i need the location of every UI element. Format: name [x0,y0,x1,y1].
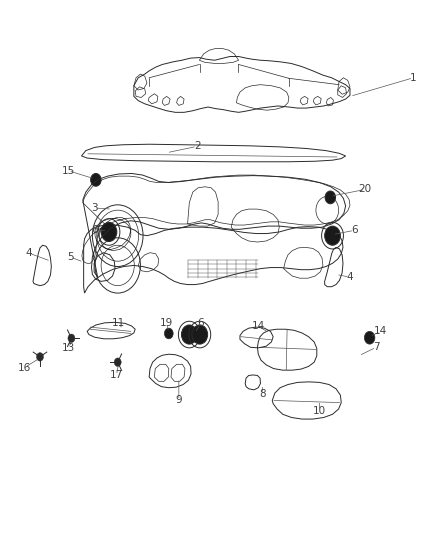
Text: 15: 15 [62,166,75,176]
Circle shape [181,325,197,344]
Circle shape [192,325,208,344]
Circle shape [36,353,43,361]
Circle shape [325,191,336,204]
Text: 5: 5 [67,252,74,262]
Circle shape [364,332,375,344]
Text: 6: 6 [91,225,98,236]
Text: 19: 19 [160,318,173,328]
Text: 4: 4 [26,248,32,258]
Text: 6: 6 [351,225,358,236]
Circle shape [91,173,101,186]
Text: 2: 2 [194,141,201,151]
Text: 17: 17 [110,370,123,381]
Text: 4: 4 [346,272,353,282]
Circle shape [325,226,340,245]
Circle shape [101,222,117,241]
Circle shape [68,334,75,343]
Text: 6: 6 [198,318,204,328]
Text: 8: 8 [259,389,266,399]
Circle shape [114,358,121,367]
Circle shape [164,328,173,339]
Text: 7: 7 [373,342,379,352]
Text: 13: 13 [62,343,75,353]
Text: 11: 11 [112,318,125,328]
Text: 10: 10 [313,406,326,416]
Text: 1: 1 [410,73,417,83]
Text: 9: 9 [176,395,182,406]
Text: 14: 14 [252,321,265,331]
Text: 3: 3 [91,203,98,213]
Text: 14: 14 [374,326,387,336]
Text: 16: 16 [18,362,32,373]
Text: 20: 20 [359,184,372,195]
